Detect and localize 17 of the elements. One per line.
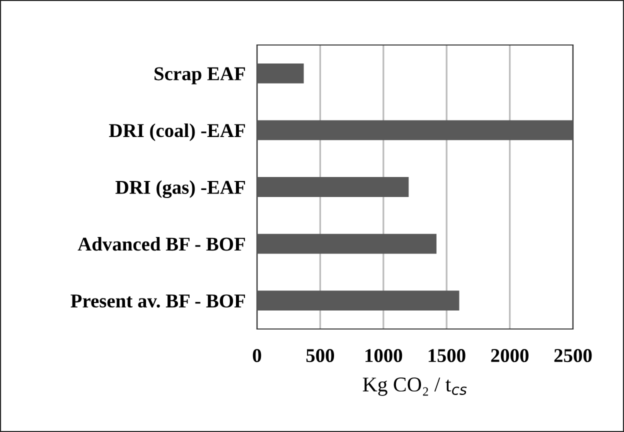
y-tick-label: Advanced BF - BOF	[78, 237, 245, 251]
x-tick-label: 1500	[428, 349, 466, 362]
x-tick-label: 2000	[491, 349, 529, 362]
x-tick-label: 2500	[554, 349, 592, 362]
x-axis-title: Kg CO₂ / t$_{cs}$	[362, 378, 467, 396]
y-tick-label: Present av. BF - BOF	[70, 294, 245, 308]
y-tick-label: DRI (gas) -EAF	[116, 180, 245, 198]
bar	[257, 290, 460, 311]
bar	[257, 177, 409, 197]
bar	[257, 63, 304, 84]
x-tick-label: 1000	[366, 349, 402, 362]
bar	[257, 120, 573, 140]
x-tick-label: 0	[252, 349, 262, 362]
bar	[257, 234, 436, 254]
y-tick-label: DRI (coal) -EAF	[109, 123, 245, 142]
x-tick-label: 500	[306, 349, 334, 362]
y-tick-label: Scrap EAF	[154, 67, 245, 84]
